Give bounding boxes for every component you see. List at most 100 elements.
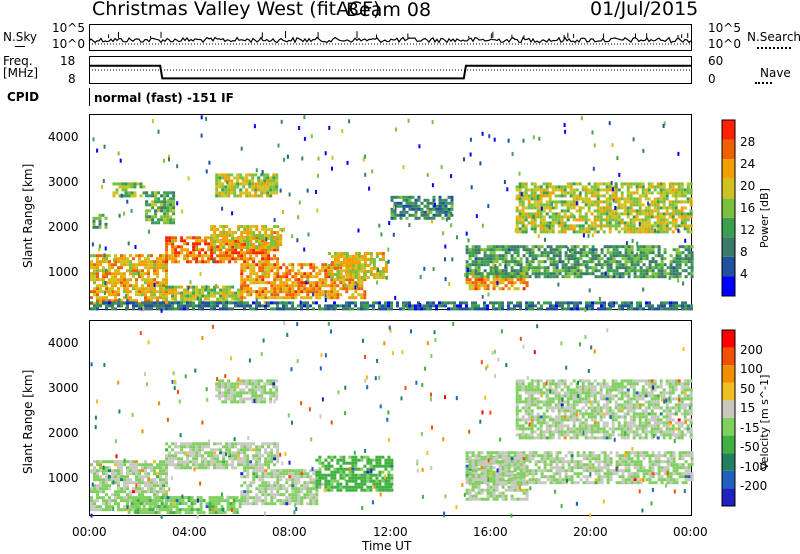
heatmap-cell: [102, 490, 105, 494]
heatmap-cell: [405, 216, 409, 220]
heatmap-cell: [258, 457, 262, 461]
heatmap-cell: [123, 475, 126, 479]
heatmap-cell: [93, 508, 96, 512]
heatmap-cell: [174, 291, 178, 295]
heatmap-cell: [360, 301, 363, 305]
heatmap-cell: [252, 237, 256, 240]
heatmap-point: [638, 222, 641, 227]
heatmap-cell: [169, 206, 173, 210]
heatmap-cell: [90, 505, 93, 509]
heatmap-cell: [246, 457, 250, 461]
heatmap-cell: [546, 307, 549, 311]
heatmap-cell: [399, 213, 403, 217]
heatmap-cell: [534, 266, 538, 270]
heatmap-cell: [405, 201, 409, 205]
heatmap-cell: [264, 469, 268, 473]
heatmap-cell: [240, 231, 244, 234]
heatmap-cell: [542, 209, 546, 213]
heatmap-point: [200, 115, 203, 120]
heatmap-cell: [135, 263, 138, 267]
heatmap-cell: [626, 230, 630, 234]
heatmap-cell: [141, 272, 144, 276]
heatmap-cell: [635, 230, 639, 234]
heatmap-cell: [495, 257, 499, 261]
heatmap-cell: [561, 245, 565, 249]
heatmap-cell: [117, 469, 120, 473]
heatmap-cell: [249, 502, 253, 506]
heatmap-cell: [117, 490, 120, 494]
heatmap-cell: [627, 245, 631, 249]
heatmap-cell: [255, 448, 259, 452]
heatmap-cell: [246, 502, 250, 506]
heatmap-cell: [249, 231, 253, 234]
heatmap-cell: [282, 493, 286, 497]
heatmap-cell: [647, 221, 651, 225]
heatmap-cell: [624, 254, 628, 258]
heatmap-point: [419, 274, 422, 279]
heatmap-cell: [174, 288, 178, 292]
heatmap-cell: [306, 281, 310, 285]
heatmap-cell: [294, 496, 298, 500]
heatmap-cell: [348, 267, 352, 270]
heatmap-cell: [686, 230, 690, 234]
heatmap-cell: [573, 275, 577, 279]
heatmap-cell: [163, 206, 167, 210]
heatmap-cell: [254, 173, 258, 177]
heatmap-cell: [309, 284, 313, 288]
heatmap-cell: [623, 206, 627, 210]
heatmap-point: [654, 228, 657, 233]
heatmap-cell: [111, 263, 114, 267]
heatmap-cell: [651, 307, 654, 311]
heatmap-cell: [539, 194, 543, 198]
heatmap-cell: [266, 179, 270, 183]
heatmap-cell: [603, 304, 606, 308]
heatmap-cell: [360, 304, 363, 308]
heatmap-cell: [584, 227, 588, 231]
heatmap-cell: [114, 499, 117, 503]
heatmap-cell: [151, 203, 155, 207]
heatmap-cell: [213, 288, 217, 292]
heatmap-cell: [530, 227, 534, 231]
heatmap-cell: [309, 475, 313, 479]
heatmap-cell: [269, 391, 273, 395]
heatmap-cell: [537, 272, 541, 276]
heatmap-cell: [306, 484, 310, 488]
heatmap-cell: [108, 502, 111, 506]
heatmap-cell: [222, 243, 226, 246]
heatmap-cell: [504, 254, 508, 258]
heatmap-cell: [132, 499, 135, 503]
heatmap-cell: [249, 275, 253, 279]
heatmap-cell: [690, 251, 694, 255]
heatmap-cell: [198, 463, 202, 467]
heatmap-cell: [165, 260, 169, 264]
heatmap-cell: [123, 499, 126, 503]
heatmap-cell: [518, 230, 522, 234]
heatmap-cell: [177, 445, 181, 449]
heatmap-cell: [288, 478, 292, 482]
heatmap-cell: [351, 296, 355, 300]
heatmap-cell: [605, 218, 609, 222]
heatmap-cell: [563, 200, 567, 204]
heatmap-cell: [96, 254, 99, 258]
heatmap-cell: [501, 260, 505, 264]
heatmap-cell: [213, 225, 217, 228]
heatmap-cell: [264, 260, 268, 264]
heatmap-cell: [276, 307, 279, 311]
heatmap-cell: [681, 251, 685, 255]
heatmap-cell: [93, 499, 96, 503]
heatmap-cell: [611, 215, 615, 219]
heatmap-cell: [519, 301, 522, 305]
heatmap-cell: [269, 379, 273, 383]
heatmap-cell: [611, 194, 615, 198]
heatmap-cell: [530, 212, 534, 216]
heatmap-cell: [126, 499, 129, 503]
heatmap-cell: [252, 257, 256, 261]
heatmap-cell: [312, 275, 316, 279]
heatmap-cell: [231, 463, 235, 467]
heatmap-cell: [123, 508, 126, 512]
heatmap-cell: [216, 254, 220, 258]
heatmap-cell: [159, 287, 162, 291]
heatmap-cell: [234, 304, 237, 308]
heatmap-cell: [617, 215, 621, 219]
heatmap-cell: [165, 251, 169, 255]
